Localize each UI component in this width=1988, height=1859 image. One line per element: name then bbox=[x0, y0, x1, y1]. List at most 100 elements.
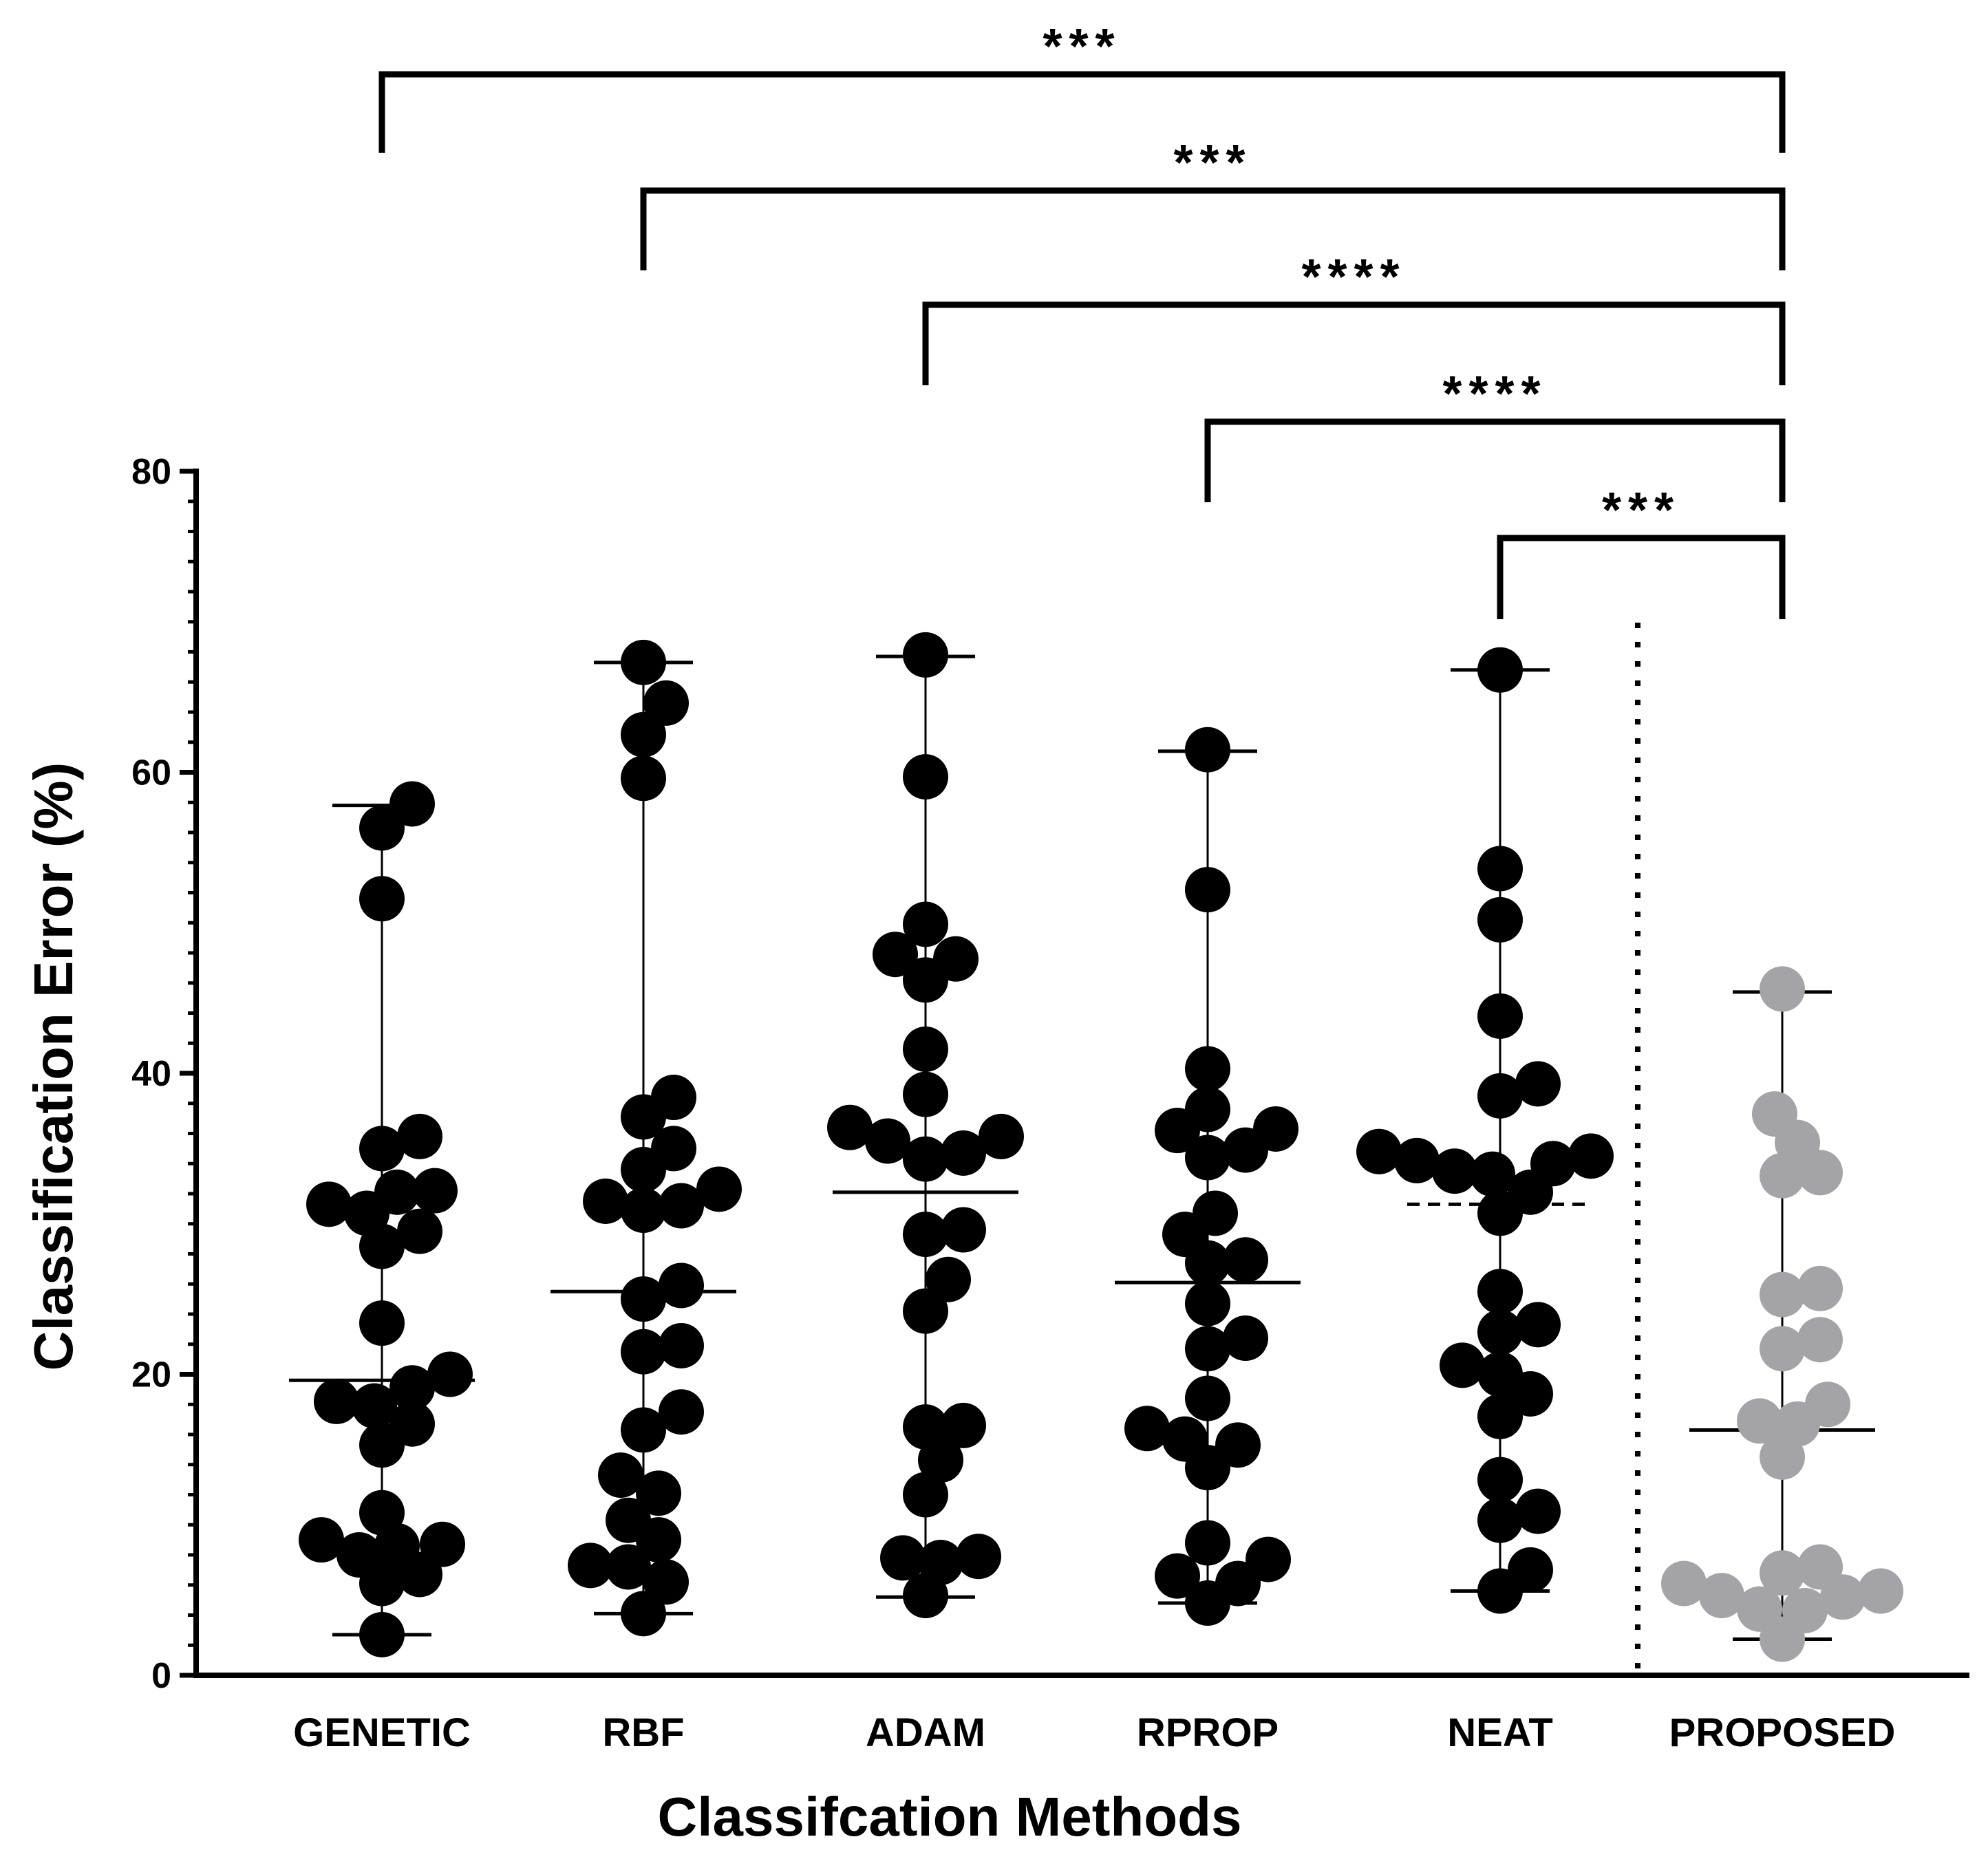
data-point-neat bbox=[1470, 1151, 1515, 1197]
data-point-proposed bbox=[1760, 1550, 1805, 1596]
significance-stars: **** bbox=[1442, 367, 1547, 422]
data-point-rprop bbox=[1185, 1086, 1230, 1132]
data-point-rbf bbox=[651, 1126, 696, 1172]
data-point-rprop bbox=[1246, 1536, 1291, 1582]
data-point-rbf bbox=[659, 1183, 704, 1229]
data-point-neat bbox=[1515, 1488, 1561, 1534]
data-point-proposed bbox=[1760, 1271, 1805, 1318]
y-axis-title: Classification Error (%) bbox=[23, 762, 84, 1371]
data-point-genetic bbox=[359, 1126, 405, 1172]
data-point-neat bbox=[1477, 993, 1523, 1039]
category-label-genetic: GENETIC bbox=[293, 1710, 471, 1755]
y-tick-label: 80 bbox=[131, 452, 171, 492]
data-point-rprop bbox=[1124, 1406, 1170, 1452]
data-point-neat bbox=[1515, 1302, 1561, 1348]
data-point-genetic bbox=[336, 1532, 382, 1578]
data-point-genetic bbox=[397, 1113, 442, 1159]
data-point-adam bbox=[918, 1539, 963, 1585]
data-point-rprop bbox=[1185, 1280, 1230, 1326]
data-point-adam bbox=[933, 936, 979, 982]
data-point-adam bbox=[827, 1104, 873, 1150]
data-point-rprop bbox=[1185, 867, 1230, 913]
data-point-adam bbox=[926, 1256, 971, 1302]
data-point-rprop bbox=[1185, 727, 1230, 773]
data-point-neat bbox=[1477, 1351, 1523, 1397]
data-point-neat bbox=[1530, 1141, 1576, 1187]
data-point-adam bbox=[903, 1071, 948, 1117]
data-point-proposed bbox=[1699, 1573, 1744, 1619]
data-point-genetic bbox=[359, 1490, 405, 1536]
data-point-proposed bbox=[1797, 1265, 1843, 1311]
significance-bracket bbox=[378, 71, 1786, 153]
data-points bbox=[299, 632, 1903, 1662]
data-point-rprop bbox=[1162, 1416, 1208, 1462]
data-point-genetic bbox=[306, 1181, 352, 1227]
data-point-genetic bbox=[427, 1351, 473, 1397]
data-point-proposed bbox=[1661, 1560, 1707, 1607]
data-point-rbf bbox=[651, 1075, 696, 1120]
data-point-genetic bbox=[359, 876, 405, 922]
significance-stars: *** bbox=[1173, 136, 1252, 191]
data-point-rprop bbox=[1155, 1553, 1200, 1599]
data-point-genetic bbox=[397, 1208, 442, 1254]
data-point-adam bbox=[956, 1534, 1001, 1580]
data-point-neat bbox=[1432, 1148, 1477, 1194]
data-point-adam bbox=[941, 1130, 986, 1176]
data-point-adam bbox=[979, 1113, 1024, 1159]
data-point-genetic bbox=[389, 1401, 435, 1447]
data-point-rprop bbox=[1185, 1135, 1230, 1181]
data-point-adam bbox=[903, 1027, 948, 1072]
data-point-neat bbox=[1477, 1497, 1523, 1543]
data-point-genetic bbox=[359, 1300, 405, 1346]
data-point-neat bbox=[1477, 1073, 1523, 1119]
data-point-adam bbox=[903, 1136, 948, 1182]
data-point-proposed bbox=[1737, 1398, 1782, 1444]
data-point-genetic bbox=[314, 1378, 359, 1424]
data-point-neat bbox=[1568, 1133, 1614, 1179]
data-point-genetic bbox=[359, 1611, 405, 1657]
data-point-rprop bbox=[1223, 1315, 1268, 1361]
data-point-genetic bbox=[412, 1168, 458, 1214]
data-point-rbf bbox=[621, 711, 666, 757]
significance-bracket bbox=[640, 187, 1786, 270]
significance-bracket bbox=[922, 301, 1786, 385]
data-point-rbf bbox=[606, 1497, 651, 1543]
data-point-adam bbox=[941, 1402, 986, 1448]
data-point-rprop bbox=[1185, 1046, 1230, 1092]
data-point-rprop bbox=[1215, 1560, 1261, 1607]
data-point-proposed bbox=[1797, 1317, 1843, 1363]
data-point-rbf bbox=[643, 680, 689, 726]
y-axis: 0 20 40 60 80 bbox=[131, 452, 1969, 1696]
category-label-adam: ADAM bbox=[866, 1710, 985, 1755]
data-point-rbf bbox=[606, 1544, 651, 1590]
data-point-genetic bbox=[359, 805, 405, 851]
data-point-proposed bbox=[1737, 1586, 1782, 1632]
data-point-rbf bbox=[621, 639, 666, 685]
data-point-rbf bbox=[659, 1389, 704, 1435]
data-point-rbf bbox=[636, 1470, 681, 1516]
category-label-neat: NEAT bbox=[1447, 1710, 1553, 1755]
data-point-rbf bbox=[659, 1322, 704, 1368]
data-point-rbf bbox=[621, 1188, 666, 1234]
y-tick-label: 20 bbox=[131, 1355, 171, 1395]
data-point-genetic bbox=[420, 1521, 465, 1567]
category-label-rprop: RPROP bbox=[1137, 1710, 1279, 1755]
data-point-rbf bbox=[621, 1407, 666, 1453]
data-point-genetic bbox=[389, 1365, 435, 1411]
significance-stars: *** bbox=[1602, 483, 1680, 538]
data-point-neat bbox=[1477, 846, 1523, 892]
data-point-adam bbox=[903, 1472, 948, 1518]
data-point-neat bbox=[1477, 896, 1523, 943]
data-point-adam bbox=[880, 1535, 926, 1581]
data-point-genetic bbox=[352, 1383, 397, 1429]
data-point-rprop bbox=[1185, 1520, 1230, 1566]
data-point-rbf bbox=[621, 1329, 666, 1375]
significance-bracket bbox=[1497, 535, 1786, 619]
y-tick-label: 60 bbox=[131, 753, 171, 793]
data-point-rprop bbox=[1193, 1190, 1238, 1236]
data-point-neat bbox=[1477, 1457, 1523, 1503]
significance-brackets: ***************** bbox=[378, 19, 1786, 619]
data-point-adam bbox=[903, 901, 948, 947]
data-point-rbf bbox=[659, 1262, 704, 1309]
